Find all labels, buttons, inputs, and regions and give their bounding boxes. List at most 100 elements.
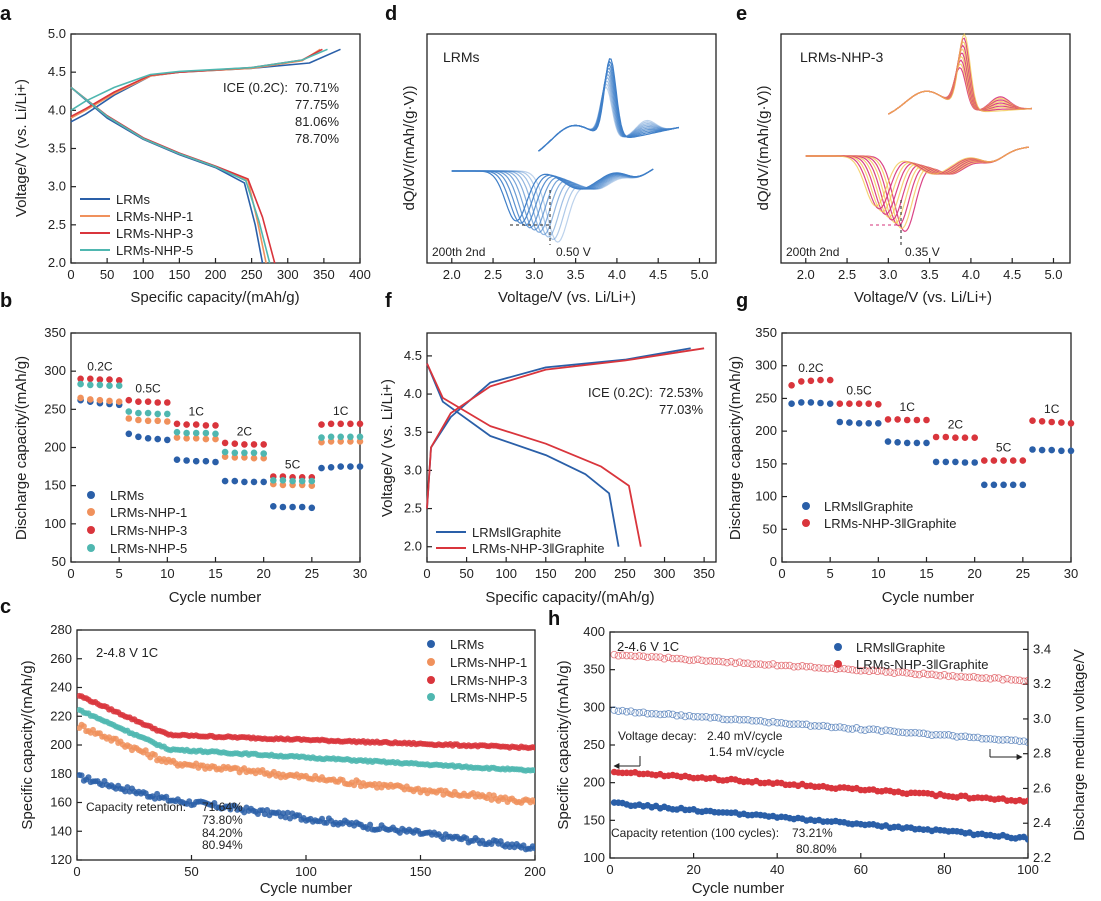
voltage-point [668, 654, 677, 663]
ticks-f-x-tick-label: 150 [535, 566, 557, 581]
ticks-a-x-tick-label: 50 [100, 267, 114, 282]
voltage-point [848, 666, 857, 674]
voltage-point [994, 736, 1003, 744]
ticks-h-y2-tick-label: 2.6 [1033, 780, 1051, 795]
retention-nhp3-c: 84.20% [202, 826, 243, 840]
voltage-point [660, 710, 669, 719]
voltage-point [664, 653, 673, 662]
voltage-point [610, 706, 618, 714]
point-3-9 [154, 410, 161, 418]
rate-label: 0.5C [846, 384, 872, 398]
voltage-point [861, 666, 869, 675]
voltage-point [777, 661, 786, 670]
ticks-c-x-tick-label: 100 [295, 864, 317, 879]
ticks-b-x-tick-label: 10 [160, 566, 174, 581]
voltage-point [903, 729, 911, 737]
voltage-point [1003, 674, 1011, 683]
voltage-point [769, 660, 777, 668]
ticks-e-x-tick-label: 3.0 [879, 267, 897, 282]
ticks-b-x-tick-label: 15 [208, 566, 222, 581]
point-3-17 [231, 449, 239, 457]
decay-nhp3-h: 1.54 mV/cycle [709, 745, 785, 759]
voltage-point [940, 670, 949, 679]
voltage-point [648, 652, 656, 661]
voltage-point [689, 656, 698, 664]
voltage-point [689, 712, 698, 721]
legend-marker-nhp3-b [87, 526, 95, 534]
point-2-6 [125, 396, 133, 404]
retention-label-h: Capacity retention (100 cycles): [611, 826, 779, 840]
ticks-e-x-tick-label: 2.0 [797, 267, 815, 282]
sample-label-d: LRMs [443, 49, 480, 65]
discharge-curve [805, 146, 1029, 230]
point-0-10 [875, 420, 882, 427]
point-2-8 [144, 398, 152, 406]
voltage-point [648, 709, 656, 718]
voltage-point [794, 662, 802, 671]
voltage-point [836, 723, 844, 731]
ticks-b-y-tick-label: 50 [52, 554, 66, 569]
point-0-16 [221, 477, 229, 485]
capacity-point [1024, 797, 1028, 805]
voltage-point [961, 673, 970, 681]
point-2-27 [327, 420, 335, 428]
point-1-27 [1038, 418, 1046, 425]
point-3-15 [212, 430, 219, 438]
voltage-point [978, 674, 986, 683]
point-0-21 [270, 503, 277, 510]
point-0-12 [894, 439, 901, 446]
voltage-point [840, 664, 848, 673]
legend-f: LRMs‖Graphite LRMs-NHP-3‖Graphite [436, 525, 605, 556]
voltage-point [957, 672, 965, 681]
ticks-c-y-tick-label: 220 [50, 708, 72, 723]
point-3-1 [77, 380, 84, 388]
point-1-23 [1000, 457, 1007, 464]
point-0-1 [788, 400, 795, 408]
voltage-point [643, 653, 652, 662]
ticks-c-y-tick-label: 260 [50, 651, 72, 666]
ticks-f-y-tick-label: 2.0 [404, 539, 422, 554]
point-2-26 [318, 421, 325, 428]
voltage-point [735, 716, 744, 724]
voltage-point [890, 727, 898, 736]
voltage-point [1003, 735, 1011, 744]
point-0-20 [971, 459, 978, 466]
voltage-point [844, 665, 853, 673]
ice-label-a: ICE (0.2C): [223, 80, 288, 95]
point-0-9 [154, 435, 161, 443]
point-2-20 [260, 441, 268, 448]
point-1-19 [961, 434, 969, 442]
voltage-point [731, 659, 740, 668]
legend-nhp3-g: LRMs-NHP-3‖Graphite [824, 516, 957, 531]
cycle-point [241, 809, 248, 816]
point-0-15 [923, 439, 930, 447]
y-axis-label-h: Specific capacity/(mAh/g) [555, 660, 572, 829]
voltage-point [656, 653, 664, 661]
ticks-c-y-tick-label: 140 [50, 823, 72, 838]
voltage-point [898, 668, 907, 676]
ticks-f-x-tick-label: 300 [654, 566, 676, 581]
x-axis-label-e: Voltage/V (vs. Li/Li+) [854, 289, 992, 306]
voltage-point [919, 669, 928, 678]
point-1-9 [865, 400, 872, 408]
cycle-point [440, 836, 447, 842]
voltage-point [698, 656, 706, 665]
ticks-h-y-tick-label: 100 [583, 850, 605, 865]
voltage-point [756, 660, 765, 668]
ticks-b-y-tick-label: 250 [44, 401, 66, 416]
voltage-point [723, 715, 731, 724]
point-3-30 [356, 433, 364, 441]
point-0-30 [1067, 447, 1075, 455]
voltage-point [990, 735, 999, 743]
retention-label-c: Capacity retention: [86, 800, 186, 814]
point-1-2 [798, 378, 805, 385]
voltage-point [961, 732, 970, 740]
cycle-point [78, 772, 85, 779]
voltage-point [936, 672, 944, 680]
panel-label-f: f [385, 290, 392, 312]
point-1-25 [308, 482, 316, 490]
legend-lrms-g: LRMs‖Graphite [824, 499, 913, 514]
cycle-point [438, 787, 445, 794]
point-1-4 [817, 376, 824, 384]
ticks-g-x-tick-label: 15 [919, 566, 933, 581]
